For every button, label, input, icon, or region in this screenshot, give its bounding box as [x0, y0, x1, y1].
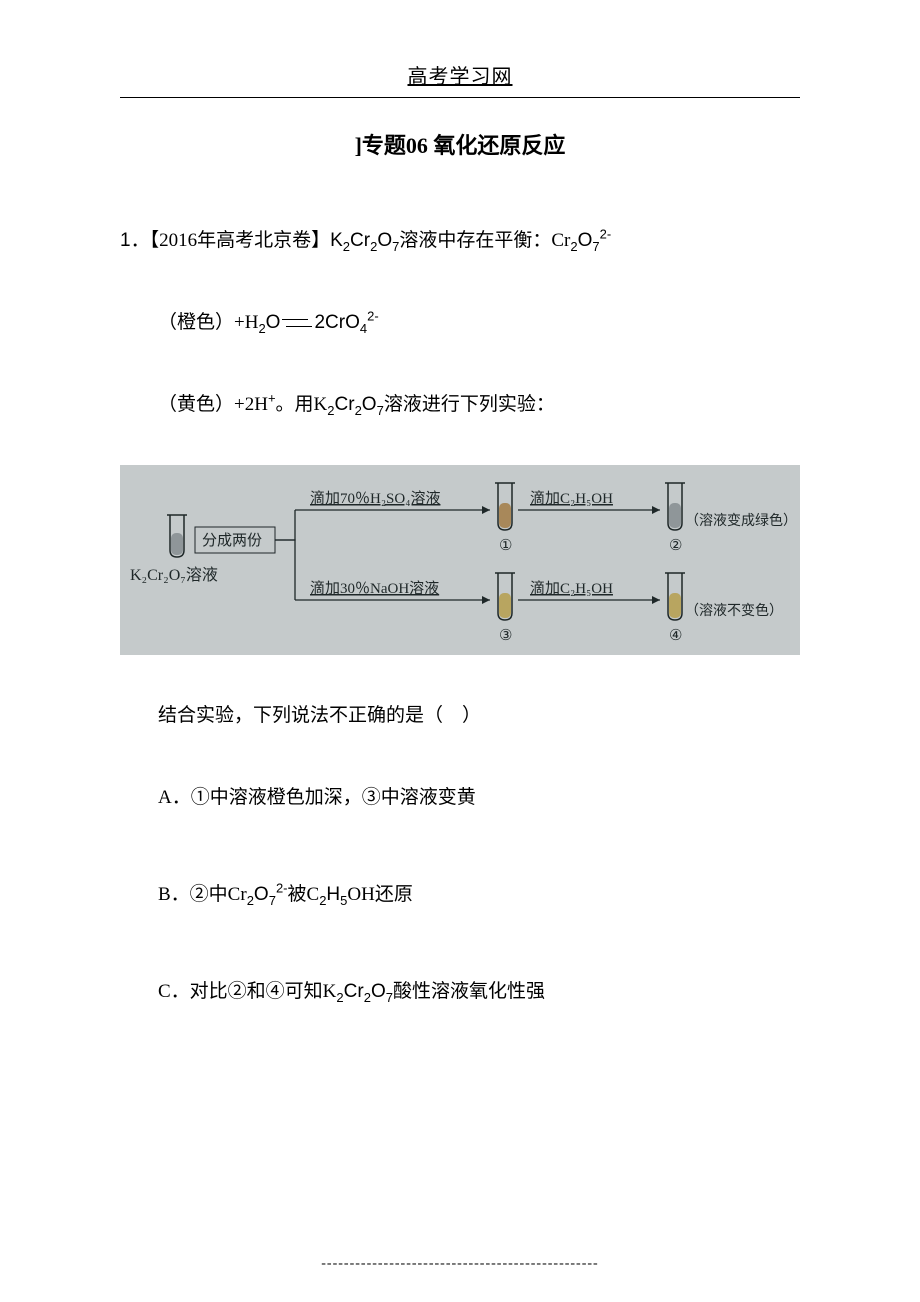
diagram-start-label: K₂Cr₂O₇溶液: [130, 566, 218, 584]
diagram-svg: K₂Cr₂O₇溶液 分成两份 滴加70％H₂SO₄溶液 ①: [120, 465, 800, 655]
page-header: 高考学习网: [120, 60, 800, 89]
question-stem-line3: （黄色）+2H+。用K2Cr2O7溶液进行下列实验：: [120, 384, 800, 426]
diagram-arrow1-label: 滴加70％H₂SO₄溶液: [310, 489, 440, 507]
option-c: C．对比②和④可知K2Cr2O7酸性溶液氧化性强: [120, 971, 800, 1013]
equilibrium-arrow-icon: [282, 316, 312, 330]
document-page: 高考学习网 ]专题06 氧化还原反应 1．【2016年高考北京卷】K2Cr2O7…: [0, 0, 920, 1108]
option-b: B．②中Cr2O72-被C2H5OH还原: [120, 874, 800, 916]
header-rule: [120, 97, 800, 98]
experiment-diagram: K₂Cr₂O₇溶液 分成两份 滴加70％H₂SO₄溶液 ①: [120, 465, 800, 655]
question-stem-line2: （橙色）+H2O2CrO42-: [120, 302, 800, 344]
diagram-circ1: ①: [499, 538, 512, 554]
diagram-split-label: 分成两份: [202, 532, 262, 549]
diagram-result1: （溶液变成绿色）: [685, 512, 797, 529]
topic-title: ]专题06 氧化还原反应: [120, 128, 800, 160]
question-block: 1．【2016年高考北京卷】K2Cr2O7溶液中存在平衡：Cr2O72- （橙色…: [120, 220, 800, 1013]
footer-dashes: ----------------------------------------…: [0, 1256, 920, 1272]
diagram-circ2: ②: [669, 538, 682, 554]
diagram-result2: （溶液不变色）: [685, 602, 783, 619]
diagram-arrow3-label: 滴加30％NaOH溶液: [310, 579, 439, 597]
site-name: 高考学习网: [408, 66, 513, 88]
option-a: A．①中溶液橙色加深，③中溶液变黄: [120, 777, 800, 819]
diagram-circ3: ③: [499, 628, 512, 644]
question-prompt: 结合实验，下列说法不正确的是（ ）: [120, 695, 800, 737]
diagram-circ4: ④: [669, 628, 682, 644]
diagram-arrow4-label: 滴加C₂H₅OH: [530, 579, 613, 597]
diagram-arrow2-label: 滴加C₂H₅OH: [530, 489, 613, 507]
question-stem-line1: 1．【2016年高考北京卷】K2Cr2O7溶液中存在平衡：Cr2O72-: [120, 220, 800, 262]
